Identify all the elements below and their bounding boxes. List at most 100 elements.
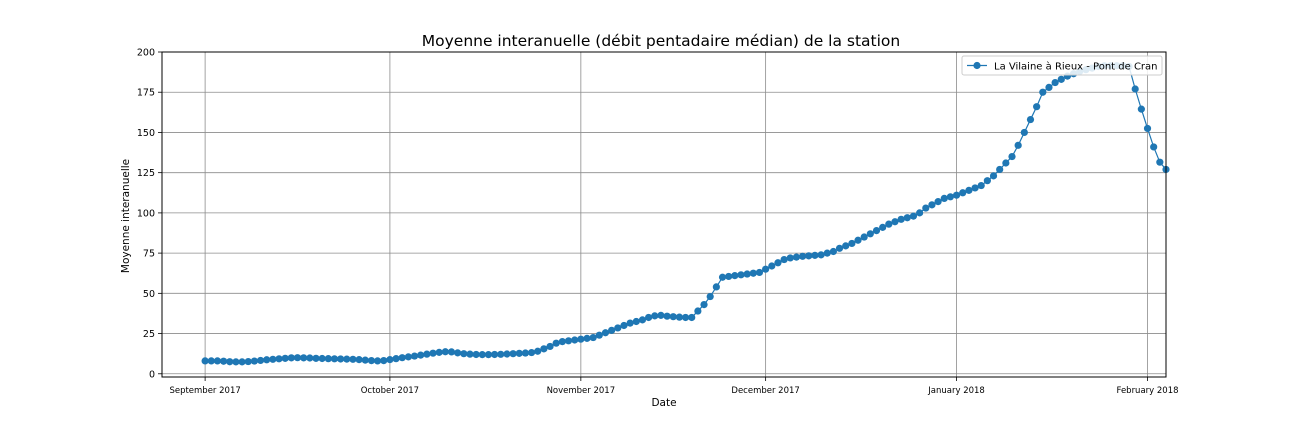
data-point <box>491 350 499 359</box>
data-point <box>207 357 215 365</box>
data-point <box>324 355 332 363</box>
data-point <box>657 311 665 319</box>
legend-label: La Vilaine à Rieux - Pont de Cran <box>994 61 1158 73</box>
data-point <box>620 321 628 330</box>
data-point <box>989 172 998 180</box>
data-point <box>780 255 788 264</box>
data-point <box>996 165 1004 174</box>
data-point <box>725 272 733 281</box>
data-point <box>1008 152 1016 161</box>
legend: La Vilaine à Rieux - Pont de Cran <box>961 55 1163 76</box>
data-point <box>392 355 400 363</box>
data-point <box>1002 159 1010 167</box>
data-point <box>854 236 862 244</box>
data-point <box>534 347 542 355</box>
data-point <box>897 215 905 223</box>
y-tick-label: 150 <box>137 128 155 139</box>
data-point <box>589 333 597 342</box>
data-point <box>940 194 948 203</box>
data-point <box>435 348 443 356</box>
data-point <box>805 252 813 260</box>
data-point <box>959 189 967 197</box>
data-point <box>848 239 856 248</box>
data-point <box>798 252 807 260</box>
data-point <box>737 271 745 279</box>
data-point <box>626 319 634 327</box>
data-point <box>860 233 868 241</box>
data-point <box>343 355 351 363</box>
data-point <box>244 357 252 366</box>
data-point <box>293 354 302 362</box>
x-tick-label: September 2017 <box>169 386 240 396</box>
data-point <box>638 316 647 324</box>
x-axis-ticks: September 2017 October 2017 November 2017 D… <box>169 377 1179 396</box>
x-tick-label: October 2017 <box>361 386 419 396</box>
data-point <box>817 251 825 259</box>
data-point <box>749 269 757 277</box>
data-point <box>866 230 874 238</box>
data-point <box>614 324 622 332</box>
y-tick-label: 50 <box>143 289 155 300</box>
data-point <box>540 345 548 353</box>
data-point <box>983 177 991 185</box>
data-point <box>1026 115 1035 124</box>
data-point <box>472 350 480 359</box>
y-axis-ticks: 0 25 50 75 100 125 150 175 200 <box>137 48 162 380</box>
data-point <box>706 292 714 301</box>
data-point <box>349 355 357 363</box>
data-point <box>946 193 955 201</box>
x-tick-label: November 2017 <box>547 386 616 396</box>
data-point <box>466 350 474 358</box>
data-point <box>564 337 573 345</box>
data-point <box>256 356 265 365</box>
data-point <box>478 351 486 359</box>
data-point <box>792 253 801 261</box>
data-point <box>601 329 610 337</box>
data-point <box>872 226 881 235</box>
data-point <box>675 313 684 321</box>
data-point <box>1057 75 1065 83</box>
data-point <box>1045 83 1053 91</box>
data-point <box>700 301 708 309</box>
data-point <box>263 356 271 364</box>
x-axis-label: Date <box>651 397 676 409</box>
data-point <box>410 352 419 360</box>
data-point <box>835 244 844 252</box>
legend-marker-swatch <box>973 61 981 70</box>
data-point <box>577 335 585 343</box>
data-point <box>786 254 794 262</box>
data-point <box>688 313 696 322</box>
data-point <box>694 307 702 315</box>
data-point <box>503 350 511 358</box>
data-point <box>681 313 690 322</box>
data-point <box>842 242 850 250</box>
data-point <box>965 186 973 194</box>
data-point <box>743 270 751 278</box>
data-point <box>552 339 560 347</box>
data-point <box>509 350 517 358</box>
y-tick-label: 25 <box>143 329 155 340</box>
data-point <box>731 272 739 280</box>
data-point <box>1143 124 1152 133</box>
data-point <box>232 358 240 366</box>
y-tick-label: 175 <box>137 88 155 99</box>
data-point <box>220 357 228 365</box>
data-point <box>916 209 924 217</box>
data-point <box>774 259 782 267</box>
data-point <box>1014 141 1022 149</box>
y-tick-label: 0 <box>149 369 155 380</box>
data-point <box>934 198 942 206</box>
data-point <box>811 251 819 259</box>
data-point <box>373 357 382 365</box>
data-point <box>952 191 961 199</box>
y-tick-label: 100 <box>137 208 155 219</box>
data-point <box>269 355 277 363</box>
data-point <box>595 331 603 339</box>
data-point <box>398 354 406 362</box>
data-point <box>558 338 566 346</box>
data-point <box>1137 105 1145 113</box>
data-point <box>250 357 258 365</box>
y-tick-label: 125 <box>137 168 155 179</box>
data-point <box>312 354 320 362</box>
